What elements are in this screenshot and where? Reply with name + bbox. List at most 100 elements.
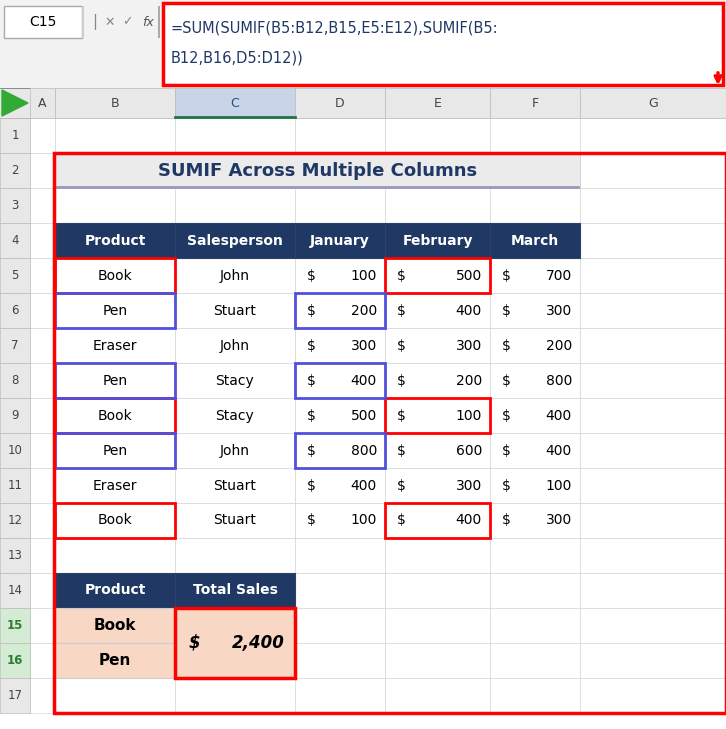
Bar	[580, 258, 726, 293]
Text: 700: 700	[546, 268, 572, 283]
Text: A: A	[38, 96, 46, 109]
Text: $: $	[307, 443, 316, 458]
Text: Eraser: Eraser	[93, 338, 137, 353]
Bar	[30, 153, 55, 188]
Bar	[490, 608, 580, 643]
Bar	[175, 118, 295, 153]
Bar	[175, 468, 295, 503]
Text: B12,B16,D5:D12)): B12,B16,D5:D12))	[171, 50, 303, 66]
Bar	[385, 503, 490, 538]
Bar	[295, 363, 385, 398]
Bar	[175, 538, 295, 573]
Text: $: $	[502, 303, 511, 318]
Text: Stuart: Stuart	[213, 478, 256, 493]
Bar	[385, 258, 490, 293]
Text: 800: 800	[351, 443, 377, 458]
Bar	[295, 118, 385, 153]
Text: 300: 300	[546, 513, 572, 528]
Text: 5: 5	[12, 269, 19, 282]
Bar	[175, 328, 295, 363]
Bar	[30, 608, 55, 643]
Bar	[175, 573, 295, 608]
Text: $: $	[502, 338, 511, 353]
Bar	[295, 223, 385, 258]
Text: SUMIF Across Multiple Columns: SUMIF Across Multiple Columns	[158, 162, 477, 179]
Bar	[55, 363, 175, 398]
Bar	[295, 503, 385, 538]
Bar	[580, 433, 726, 468]
Text: |: |	[92, 14, 97, 30]
Bar	[55, 643, 175, 678]
Bar	[490, 503, 580, 538]
Bar	[580, 153, 726, 188]
Bar	[295, 643, 385, 678]
Bar	[490, 573, 580, 608]
Bar	[175, 503, 295, 538]
Text: $: $	[397, 303, 406, 318]
Bar	[385, 468, 490, 503]
Bar	[385, 88, 490, 118]
Bar	[55, 363, 175, 398]
Text: Salesperson: Salesperson	[187, 233, 283, 248]
Bar	[385, 153, 490, 188]
Bar	[175, 223, 295, 258]
Bar	[175, 503, 295, 538]
Bar	[0, 118, 30, 153]
Text: 300: 300	[351, 338, 377, 353]
Text: March: March	[511, 233, 559, 248]
Bar	[385, 573, 490, 608]
Bar	[580, 538, 726, 573]
Text: B: B	[110, 96, 119, 109]
Bar	[295, 468, 385, 503]
Bar	[175, 363, 295, 398]
Text: Stacy: Stacy	[216, 408, 254, 423]
Bar	[295, 433, 385, 468]
Text: 200: 200	[546, 338, 572, 353]
Bar	[385, 398, 490, 433]
Bar	[490, 643, 580, 678]
Text: 9: 9	[11, 409, 19, 422]
Bar	[55, 503, 175, 538]
Text: 300: 300	[546, 303, 572, 318]
Bar	[55, 573, 175, 608]
Text: G: G	[648, 96, 658, 109]
Bar	[55, 293, 175, 328]
Bar	[295, 538, 385, 573]
Bar	[490, 293, 580, 328]
Text: 400: 400	[456, 303, 482, 318]
Bar	[385, 293, 490, 328]
Text: $: $	[307, 478, 316, 493]
Bar	[385, 363, 490, 398]
Bar	[0, 88, 726, 118]
Bar	[490, 468, 580, 503]
Bar	[385, 398, 490, 433]
Text: fx: fx	[142, 15, 154, 28]
Text: 500: 500	[351, 408, 377, 423]
Bar	[490, 118, 580, 153]
Bar	[55, 258, 175, 293]
Text: 100: 100	[546, 478, 572, 493]
Text: $: $	[397, 408, 406, 423]
Bar	[385, 678, 490, 713]
Bar	[175, 258, 295, 293]
Bar	[385, 223, 490, 258]
Bar	[82, 6, 84, 38]
Bar	[175, 363, 295, 398]
Bar	[55, 398, 175, 433]
Text: 200: 200	[351, 303, 377, 318]
Bar	[295, 153, 385, 188]
Text: $: $	[397, 338, 406, 353]
Text: 200: 200	[456, 373, 482, 388]
Bar	[175, 433, 295, 468]
Bar	[295, 608, 385, 643]
Bar	[295, 433, 385, 468]
Text: Pen: Pen	[99, 653, 131, 668]
Bar	[385, 188, 490, 223]
Bar	[385, 643, 490, 678]
Bar	[0, 398, 30, 433]
Bar	[295, 293, 385, 328]
Text: $: $	[502, 513, 511, 528]
Bar	[295, 258, 385, 293]
Text: $: $	[307, 408, 316, 423]
Bar	[490, 503, 580, 538]
